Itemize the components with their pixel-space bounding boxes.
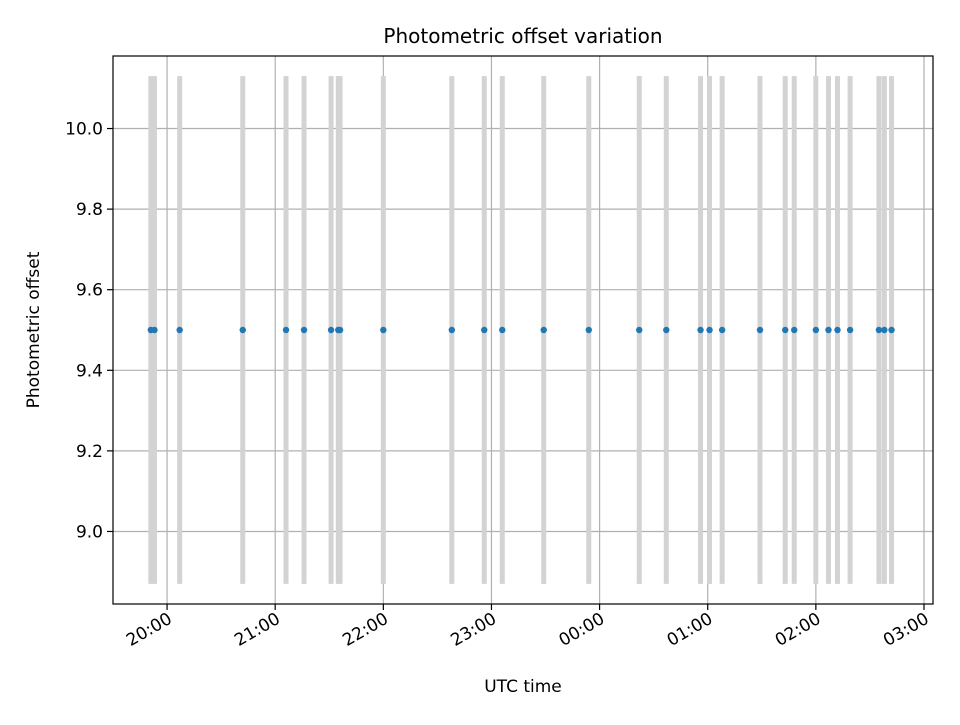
data-point bbox=[239, 326, 246, 334]
data-point bbox=[718, 326, 726, 334]
data-point bbox=[663, 326, 670, 334]
y-axis-ticks: 9.0 9.2 9.4 9.6 9.8 10.0 bbox=[65, 120, 113, 542]
data-point bbox=[875, 326, 883, 334]
data-points bbox=[147, 326, 895, 334]
data-point bbox=[782, 326, 789, 334]
plot-frame bbox=[112, 55, 934, 605]
data-point bbox=[282, 326, 290, 334]
data-point bbox=[881, 326, 888, 334]
data-point bbox=[756, 326, 764, 334]
data-point bbox=[540, 326, 547, 334]
data-point bbox=[636, 326, 643, 334]
data-point bbox=[300, 326, 308, 334]
y-tick-label: 9.0 bbox=[76, 522, 103, 542]
data-point bbox=[585, 326, 592, 334]
y-tick-label: 9.8 bbox=[76, 200, 103, 220]
y-tick-label: 10.0 bbox=[65, 120, 103, 140]
data-point bbox=[176, 326, 183, 334]
data-point bbox=[825, 326, 832, 334]
data-point bbox=[380, 326, 387, 334]
data-point bbox=[888, 326, 895, 334]
data-point bbox=[791, 326, 798, 334]
data-point bbox=[846, 326, 854, 334]
data-point bbox=[499, 326, 506, 334]
y-tick-label: 9.6 bbox=[76, 281, 103, 301]
data-point bbox=[706, 326, 713, 334]
data-point bbox=[834, 326, 841, 334]
data-point bbox=[151, 326, 158, 334]
data-point bbox=[336, 326, 344, 334]
y-tick-label: 9.2 bbox=[76, 442, 103, 462]
y-tick-label: 9.4 bbox=[76, 361, 103, 381]
y-axis-label: Photometric offset bbox=[24, 251, 44, 408]
chart-title: Photometric offset variation bbox=[383, 24, 662, 48]
data-point bbox=[697, 326, 704, 334]
data-point bbox=[812, 326, 820, 334]
x-axis-label: UTC time bbox=[484, 677, 562, 697]
data-point bbox=[481, 326, 488, 334]
data-point bbox=[327, 326, 335, 334]
data-point bbox=[448, 326, 456, 334]
